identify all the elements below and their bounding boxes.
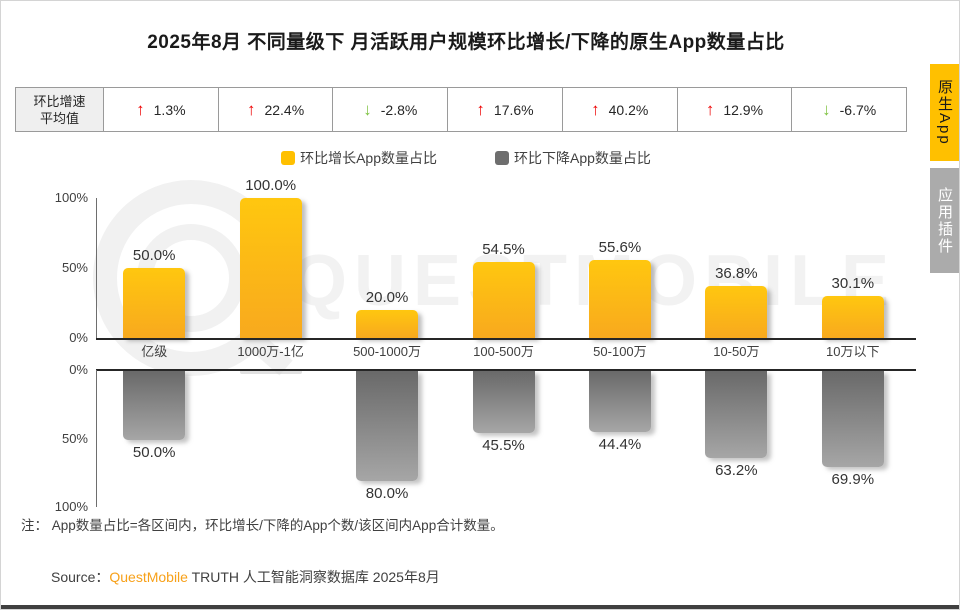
category-label: 1000万-1亿 — [237, 344, 304, 359]
category-label: 亿级 — [141, 344, 168, 359]
top-chart-tick-100%: 100% — [54, 190, 88, 205]
source-brand: QuestMobile — [109, 569, 188, 585]
growth-bar — [472, 261, 535, 338]
category-label: 10万以下 — [826, 344, 880, 359]
top-chart-x-axis — [96, 338, 916, 340]
category-label: 50-100万 — [593, 344, 647, 359]
stats-header-cell: 环比增速 平均值 — [16, 88, 104, 131]
stat-cell-6: ↓ -6.7% — [792, 88, 906, 131]
decline-bar-value: 45.5% — [482, 437, 525, 455]
growth-bar — [705, 286, 768, 338]
footnote: 注： App数量占比=各区间内，环比增长/下降的App个数/该区间内App合计数… — [21, 518, 504, 533]
up-arrow-icon: ↑ — [136, 100, 145, 119]
growth-bar-value: 36.8% — [715, 265, 758, 283]
bottom-chart-tick-50%: 50% — [61, 430, 88, 446]
growth-rate-average-table: 环比增速 平均值 ↑ 1.3% ↑ 22.4% ↓ -2.8% ↑ 17.6% ↑ 40.2% ↑ 1… — [15, 87, 907, 132]
stats-header-line1: 环比增速 — [33, 93, 86, 109]
decline-bar — [356, 371, 419, 481]
growth-bar — [588, 260, 651, 338]
bottom-chart-x-axis — [96, 369, 916, 371]
stat-value: -6.7% — [839, 101, 877, 118]
stat-value: 22.4% — [264, 101, 305, 118]
bottom-chart-tick-100%: 100% — [54, 499, 88, 514]
growth-bar — [356, 310, 419, 338]
stat-value: 1.3% — [153, 101, 186, 118]
bottom-accent-bar — [1, 605, 959, 609]
growth-bar-value: 50.0% — [132, 247, 176, 264]
stat-cell-5: ↑ 12.9% — [678, 88, 793, 131]
top-chart-y-axis — [96, 198, 97, 338]
up-arrow-icon: ↑ — [705, 100, 715, 119]
growth-bar-value: 30.1% — [831, 274, 875, 292]
category-label: 100-500万 — [473, 344, 534, 359]
up-arrow-icon: ↑ — [476, 100, 485, 119]
bottom-chart-y-axis — [96, 370, 97, 507]
decline-bar-value: 50.0% — [132, 443, 176, 461]
decline-bar — [472, 371, 535, 434]
decline-bar-value: 44.4% — [598, 435, 642, 453]
legend-swatch-icon — [495, 151, 509, 165]
growth-bar — [239, 198, 302, 338]
top-chart-tick-50%: 50% — [61, 260, 88, 275]
decline-bar — [123, 371, 186, 440]
bottom-chart-tick-0%: 0% — [69, 362, 88, 377]
growth-bar — [123, 268, 186, 338]
decline-bar-value: 69.9% — [831, 470, 875, 488]
legend-label: 环比增长App数量占比 — [300, 150, 437, 166]
growth-bar-value: 20.0% — [365, 289, 409, 306]
up-arrow-icon: ↑ — [246, 100, 256, 119]
stat-value: 12.9% — [723, 101, 764, 118]
growth-bar-value: 54.5% — [482, 240, 525, 258]
stat-cell-2: ↓ -2.8% — [333, 88, 449, 131]
decline-bar — [705, 371, 768, 458]
legend-item-decline: 环比下降App数量占比 — [495, 148, 651, 168]
stat-cell-0: ↑ 1.3% — [104, 88, 219, 131]
decline-bar — [588, 371, 651, 432]
legend-item-growth: 环比增长App数量占比 — [281, 148, 437, 168]
tab-native-app[interactable]: 原生App — [930, 64, 959, 161]
down-arrow-icon: ↓ — [822, 100, 831, 119]
decline-bar-value: 63.2% — [715, 461, 758, 479]
tab-app-plugin[interactable]: 应用插件 — [930, 168, 959, 273]
stat-cell-3: ↑ 17.6% — [448, 88, 563, 131]
stat-cell-4: ↑ 40.2% — [563, 88, 678, 131]
legend-swatch-icon — [281, 151, 296, 165]
source-prefix: Source： — [51, 569, 110, 585]
source-suffix: TRUTH 人工智能洞察数据库 2025年8月 — [187, 569, 440, 585]
stat-value: 17.6% — [493, 101, 534, 118]
top-chart-tick-0%: 0% — [69, 330, 88, 345]
stat-cell-1: ↑ 22.4% — [219, 88, 334, 131]
decline-bar — [821, 371, 884, 467]
source-line: Source：QuestMobile TRUTH 人工智能洞察数据库 2025年… — [51, 567, 440, 587]
category-label: 10-50万 — [713, 344, 760, 359]
down-arrow-icon: ↓ — [363, 100, 372, 119]
decline-bar-value: 80.0% — [365, 484, 409, 502]
growth-bar-value: 100.0% — [245, 177, 297, 194]
growth-bar-value: 55.6% — [598, 239, 642, 257]
stat-value: -2.8% — [380, 101, 418, 118]
page-title: 2025年8月 不同量级下 月活跃用户规模环比增长/下降的原生App数量占比 — [147, 32, 785, 53]
legend-label: 环比下降App数量占比 — [514, 150, 651, 166]
stat-value: 40.2% — [608, 101, 649, 118]
stats-header-line2: 平均值 — [39, 110, 79, 126]
growth-bar — [821, 295, 884, 338]
chart-legend: 环比增长App数量占比 环比下降App数量占比 — [1, 148, 931, 168]
decline-bar-zero — [239, 371, 302, 374]
up-arrow-icon: ↑ — [591, 100, 600, 119]
category-label: 500-1000万 — [353, 344, 422, 359]
